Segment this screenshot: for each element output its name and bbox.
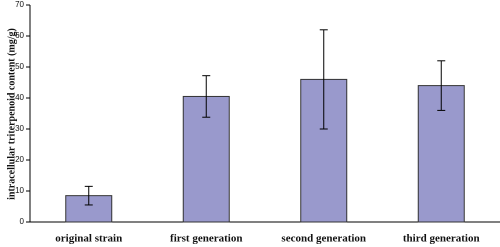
y-axis-label: intracellular triterpenoid content (mg/g… [6, 28, 17, 200]
x-tick-label: second generation [281, 233, 366, 245]
error-bar [319, 29, 328, 130]
x-tick-label: third generation [403, 233, 480, 245]
y-tick-label: 10 [15, 186, 24, 195]
error-bar [437, 60, 446, 111]
x-tick-label: original strain [55, 233, 122, 245]
y-tick-label: 40 [15, 93, 24, 102]
y-tick-label: 70 [15, 0, 24, 9]
y-tick-label: 20 [15, 155, 24, 164]
error-bar [202, 75, 211, 118]
error-bar [84, 185, 93, 206]
y-tick-label: 0 [20, 217, 25, 226]
bar [300, 78, 348, 223]
y-tick-label: 60 [15, 31, 24, 40]
bar [182, 95, 230, 223]
y-tick-label: 30 [15, 124, 24, 133]
y-tick-label: 50 [15, 62, 24, 71]
x-tick-label: first generation [170, 233, 242, 245]
